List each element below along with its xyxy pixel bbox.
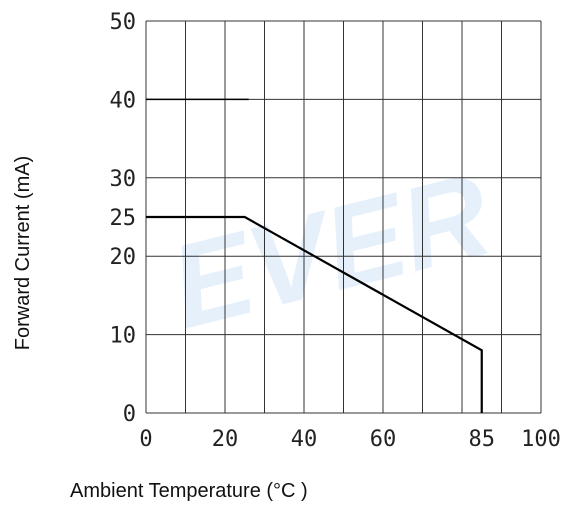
grid [145,20,542,414]
y-tick-label: 20 [110,245,137,270]
x-tick-label: 40 [291,427,318,452]
x-tick-label: 0 [139,427,152,452]
y-axis-title: Forward Current (mA) [12,156,34,350]
y-tick-label: 0 [123,402,136,427]
watermark: EVER [158,148,502,354]
y-tick-label: 40 [110,88,137,113]
x-tick-label: 100 [521,427,561,452]
x-tick-label: 20 [212,427,239,452]
x-tick-label: 60 [370,427,397,452]
x-tick-label: 85 [469,427,496,452]
derating-curve [146,215,483,413]
y-tick-label: 50 [110,10,137,35]
data-lines [146,98,483,413]
tick-labels: 0 10 20 25 30 40 50 0 20 40 60 85 100 [110,10,561,452]
y-tick-label: 25 [110,206,137,231]
x-axis-title: Ambient Temperature (°C ) [70,480,308,502]
y-tick-label: 10 [110,324,137,349]
y-tick-label: 30 [110,167,137,192]
